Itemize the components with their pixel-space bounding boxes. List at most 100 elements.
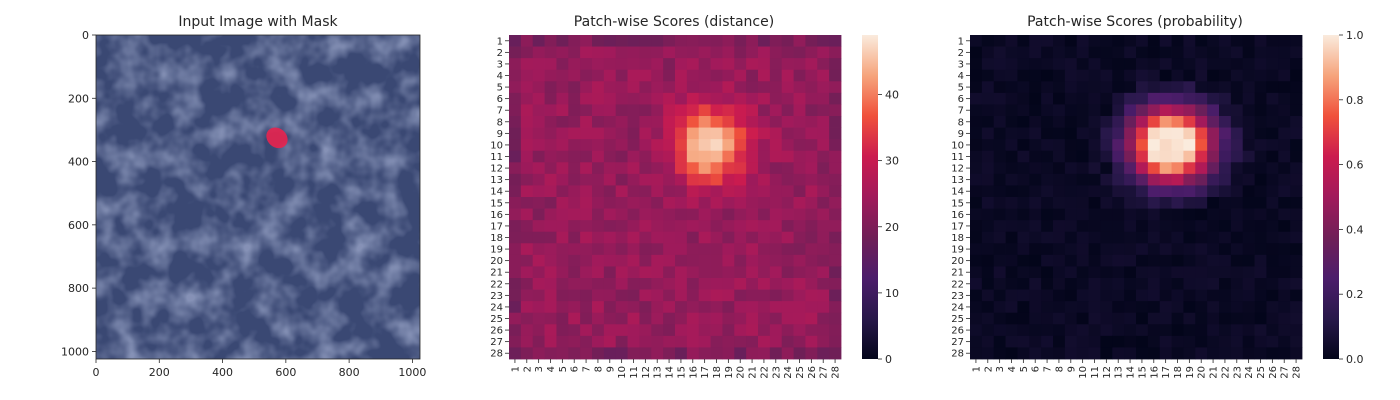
heatmap-cell xyxy=(1017,127,1030,140)
heatmap-y-tick-label: 16 xyxy=(490,210,503,221)
heatmap-cell xyxy=(532,197,545,209)
heatmap-cell xyxy=(1207,185,1220,198)
heatmap-cell xyxy=(1100,301,1113,314)
heatmap-x-tick-label: 15 xyxy=(676,366,687,379)
heatmap-cell xyxy=(1230,116,1244,128)
heatmap-cell xyxy=(1147,162,1161,175)
heatmap-cell xyxy=(1064,139,1078,152)
heatmap-cell xyxy=(1183,197,1196,209)
heatmap-cell xyxy=(1219,92,1232,105)
heatmap-cell xyxy=(781,162,794,175)
heatmap-cell xyxy=(1017,254,1030,267)
heatmap-cell xyxy=(627,185,640,198)
heatmap-cell xyxy=(1266,58,1279,71)
heatmap-cell xyxy=(1112,335,1125,348)
heatmap-cell xyxy=(686,162,700,175)
heatmap-cell xyxy=(1053,347,1066,360)
heatmap-cell xyxy=(698,104,711,117)
heatmap-cell xyxy=(520,81,534,94)
heatmap-cell xyxy=(675,254,688,267)
heatmap-cell xyxy=(781,208,794,221)
heatmap-x-tick-label: 5 xyxy=(558,366,569,372)
heatmap-cell xyxy=(627,46,640,59)
heatmap-cell xyxy=(793,301,806,314)
heatmap-cell xyxy=(1195,266,1208,279)
heatmap-cell xyxy=(1219,301,1232,314)
heatmap-cell xyxy=(663,231,676,244)
heatmap-y-tick-label: 14 xyxy=(490,187,503,198)
heatmap-cell xyxy=(1159,254,1172,267)
heatmap-cell xyxy=(544,301,557,314)
heatmap-cell xyxy=(1005,81,1018,94)
heatmap-cell xyxy=(758,35,771,47)
heatmap-cell xyxy=(686,116,700,128)
heatmap-y-tick-label: 28 xyxy=(951,349,964,360)
heatmap-cell xyxy=(1124,312,1137,325)
heatmap-cell xyxy=(722,150,735,163)
heatmap-cell xyxy=(993,46,1006,59)
heatmap-cell xyxy=(1147,173,1161,186)
heatmap-cell xyxy=(758,347,771,360)
heatmap-cell xyxy=(1136,266,1149,279)
heatmap-cell xyxy=(627,92,640,105)
heatmap-cell xyxy=(769,266,783,279)
heatmap-cell xyxy=(758,92,771,105)
heatmap-cell xyxy=(520,150,534,163)
heatmap-cell xyxy=(1124,69,1137,82)
heatmap-x-tick-label: 21 xyxy=(1209,366,1220,379)
heatmap-y-tick-label: 13 xyxy=(951,175,964,186)
heatmap-cell xyxy=(1171,69,1184,82)
heatmap-cell xyxy=(805,116,818,128)
heatmap-cell xyxy=(1242,150,1255,163)
heatmap-cell xyxy=(1100,127,1113,140)
heatmap-cell xyxy=(970,116,983,128)
heatmap-cell xyxy=(1230,220,1244,233)
heatmap-cell xyxy=(592,127,605,140)
heatmap-cell xyxy=(1219,312,1232,325)
heatmap-cell xyxy=(1076,104,1089,117)
heatmap-cell xyxy=(675,69,688,82)
heatmap-cell xyxy=(805,278,818,290)
heatmap-cell xyxy=(817,220,830,233)
heatmap-cell xyxy=(1088,347,1101,360)
heatmap-cell xyxy=(1147,243,1161,256)
heatmap-cell xyxy=(1242,46,1255,59)
heatmap-cell xyxy=(532,335,545,348)
heatmap-cell xyxy=(1124,104,1137,117)
heatmap-cell xyxy=(1136,220,1149,233)
heatmap-cell xyxy=(544,35,557,47)
heatmap-cell xyxy=(1053,46,1066,59)
heatmap-cell xyxy=(793,69,806,82)
heatmap-cell xyxy=(981,266,995,279)
heatmap-cell xyxy=(1195,254,1208,267)
heatmap-cell xyxy=(651,289,664,302)
heatmap-y-tick-label: 6 xyxy=(958,94,964,105)
heatmap-cell xyxy=(1254,278,1267,290)
heatmap-cell xyxy=(758,220,771,233)
heatmap-cell xyxy=(1219,231,1232,244)
heatmap-cell xyxy=(710,197,723,209)
heatmap-cell xyxy=(580,289,593,302)
heatmap-cell xyxy=(781,324,794,337)
heatmap-cell xyxy=(1041,58,1054,71)
heatmap-cell xyxy=(1266,46,1279,59)
heatmap-cell xyxy=(592,324,605,337)
heatmap-cell xyxy=(615,58,628,71)
heatmap-cell xyxy=(1064,231,1078,244)
heatmap-cell xyxy=(1219,58,1232,71)
heatmap-cell xyxy=(805,46,818,59)
heatmap-x-tick-label: 28 xyxy=(1292,366,1303,379)
probability-colorbar-ticks: 0.00.20.40.60.81.0 xyxy=(1339,29,1364,366)
heatmap-cell xyxy=(758,127,771,140)
heatmap-cell xyxy=(734,162,747,175)
heatmap-cell xyxy=(544,116,557,128)
heatmap-cell xyxy=(710,81,723,94)
heatmap-x-tick-label: 26 xyxy=(807,366,818,379)
heatmap-cell xyxy=(1053,197,1066,209)
heatmap-cell xyxy=(1266,116,1279,128)
heatmap-cell xyxy=(592,347,605,360)
heatmap-cell xyxy=(615,208,628,221)
heatmap-cell xyxy=(1266,335,1279,348)
heatmap-x-tick-label: 22 xyxy=(1220,366,1231,379)
